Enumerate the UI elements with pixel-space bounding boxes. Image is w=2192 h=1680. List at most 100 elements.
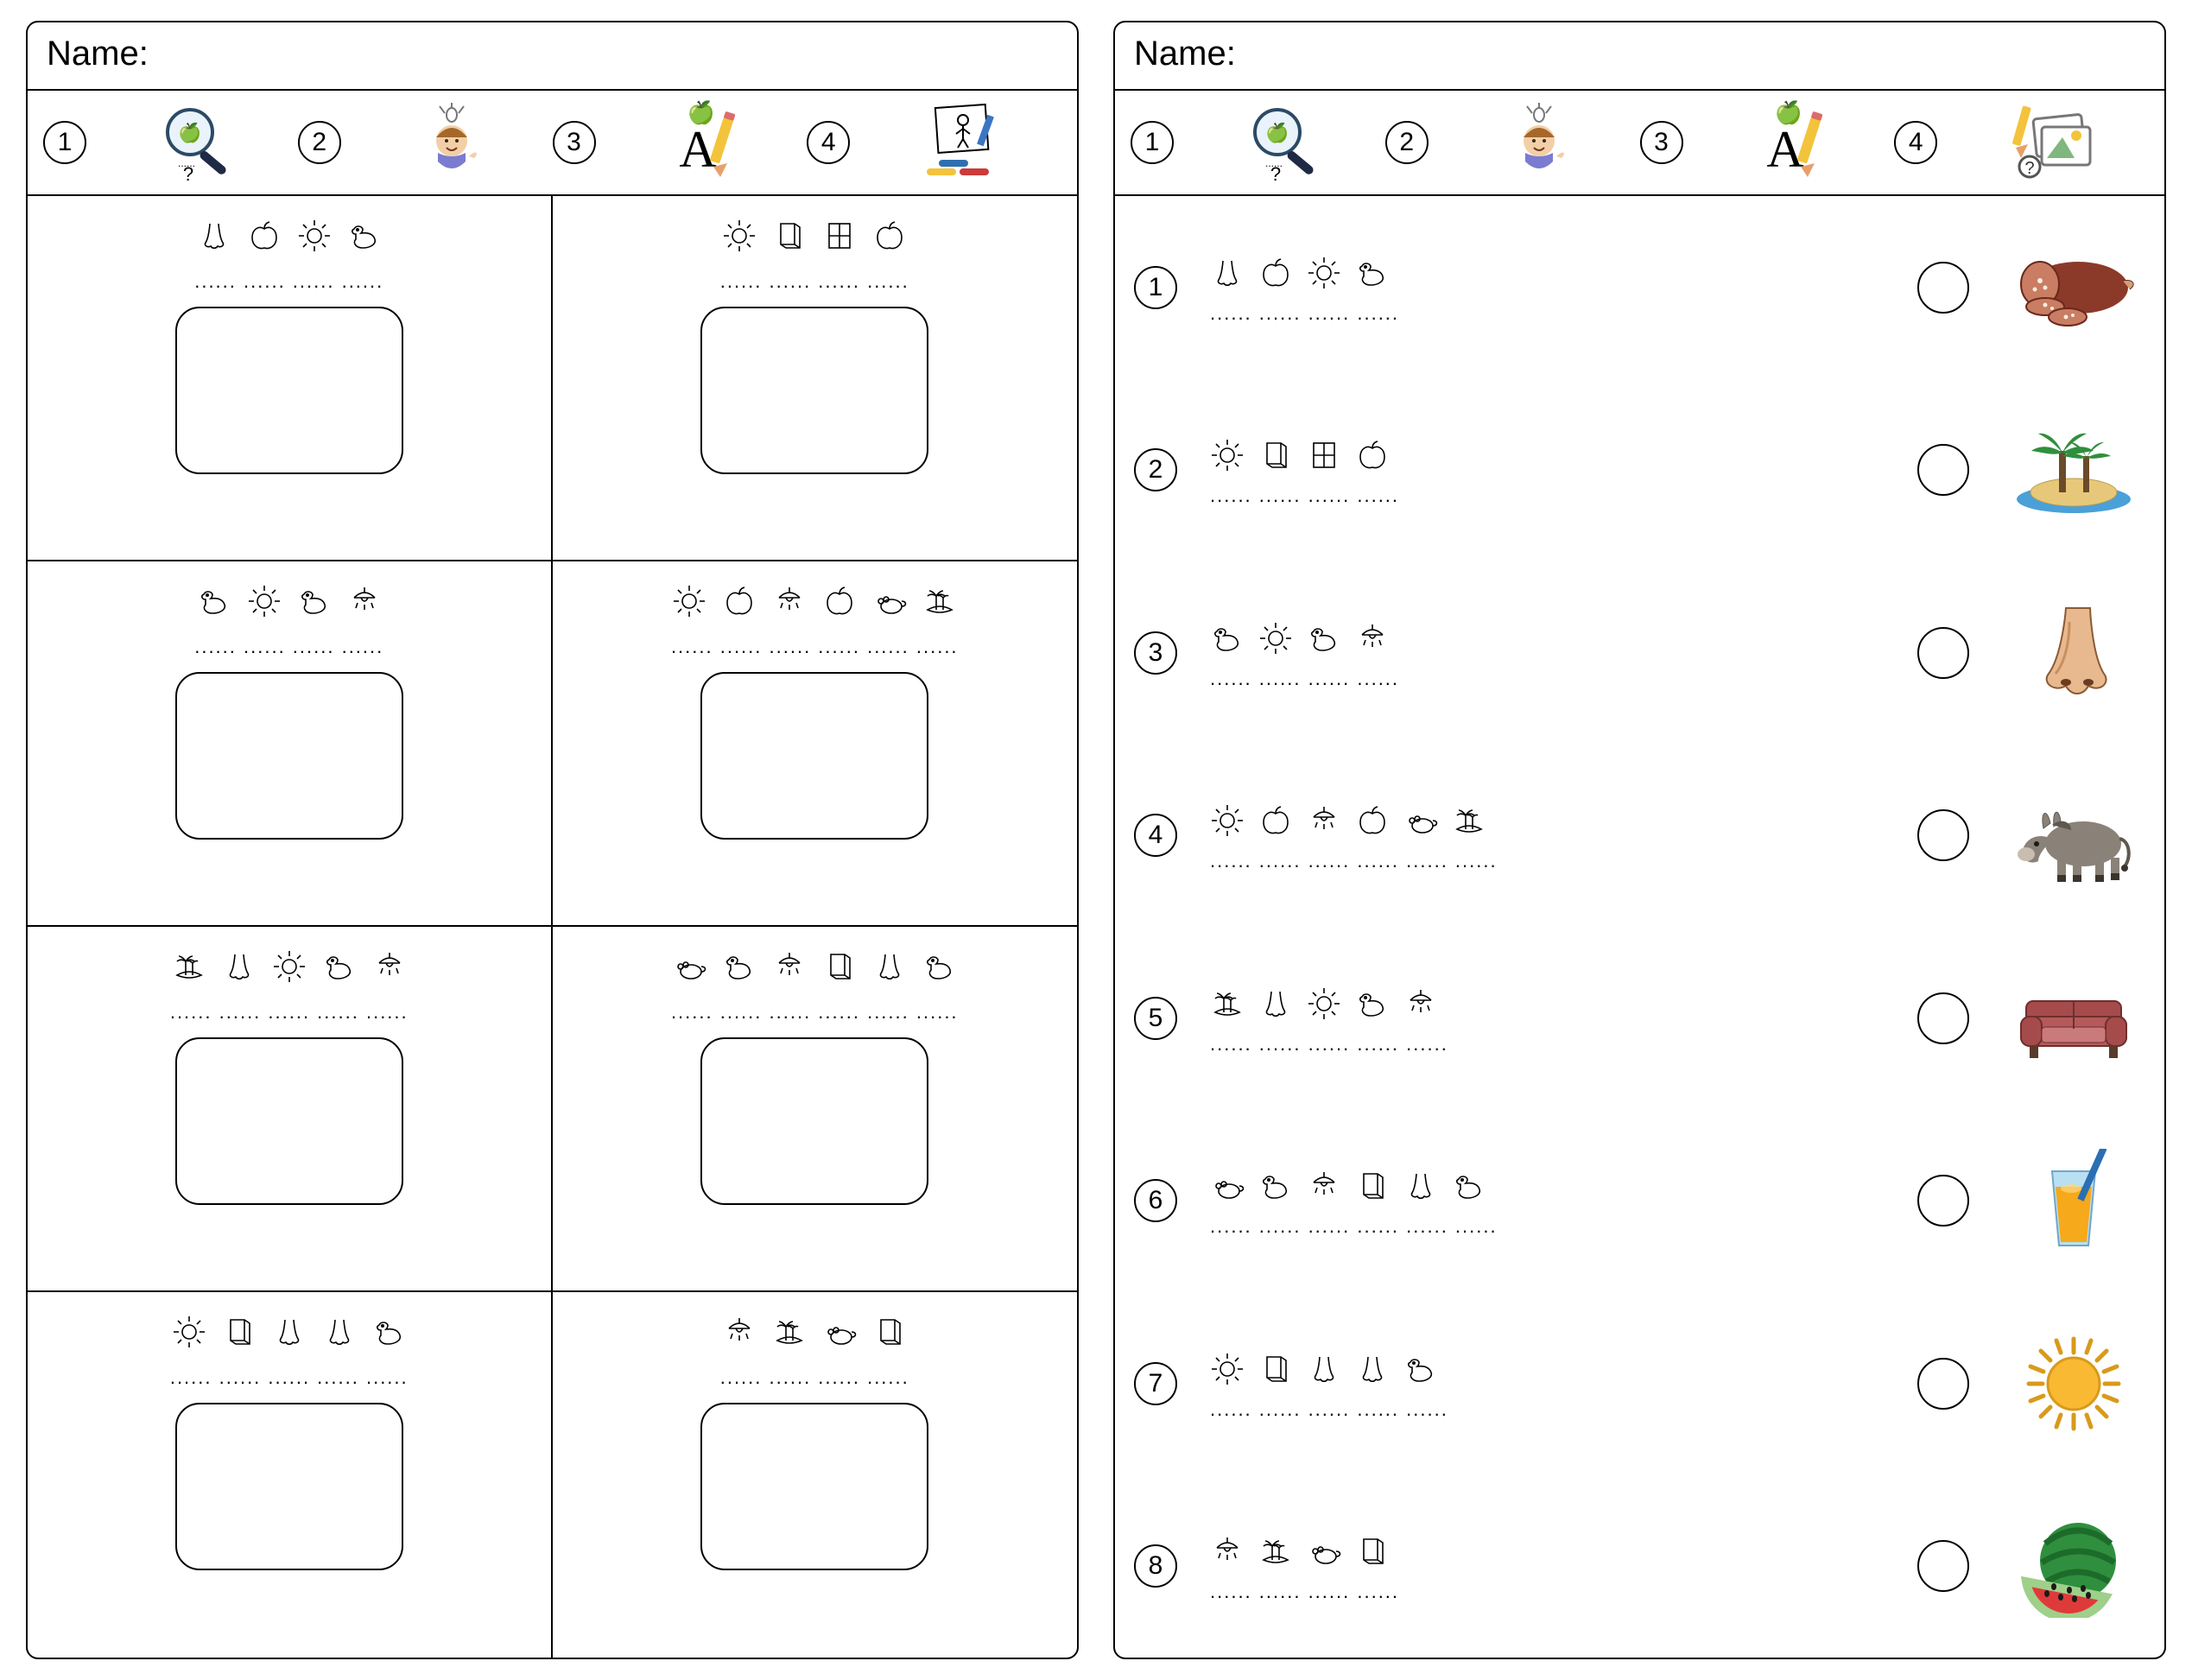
drawing-box[interactable] (700, 1403, 928, 1570)
drawing-box[interactable] (175, 1037, 403, 1205)
exercise-row: 3...... ...... ...... ...... (1115, 561, 2164, 745)
duck-icon (1355, 986, 1390, 1021)
step-4: 4 (807, 99, 1061, 186)
write-line[interactable]: ...... ...... ...... ...... (1210, 668, 1399, 690)
step-1: 1 (1131, 99, 1385, 186)
step-number: 2 (1385, 121, 1429, 164)
sun-icon (1210, 1352, 1245, 1386)
write-line[interactable]: ...... ...... ...... ...... ...... (1210, 1398, 1448, 1421)
step-1: 1 (43, 99, 298, 186)
drawing-box[interactable] (175, 672, 403, 840)
apple-icon (722, 584, 757, 618)
exercise-cell: ...... ...... ...... ...... ...... .....… (553, 561, 1078, 927)
apple-icon (872, 219, 907, 253)
drawing-box[interactable] (700, 1037, 928, 1205)
book-icon (822, 949, 857, 984)
step-number: 2 (298, 121, 341, 164)
step-number: 4 (1894, 121, 1937, 164)
name-label: Name: (1134, 35, 1236, 73)
steps-header-right: 1 2 3 4 (1115, 91, 2164, 196)
match-circle[interactable] (1917, 627, 1969, 679)
apple-icon (1355, 438, 1390, 472)
write-line[interactable]: ...... ...... ...... ...... ...... .....… (671, 636, 959, 658)
match-circle[interactable] (1917, 992, 1969, 1044)
steps-header-left: 1 2 3 4 (28, 91, 1077, 196)
step-number: 1 (1131, 121, 1174, 164)
draw-picture-icon (860, 99, 1061, 186)
duck-icon (1258, 1169, 1293, 1203)
sun-icon (1307, 986, 1341, 1021)
sun-icon (1210, 803, 1245, 838)
write-line[interactable]: ...... ...... ...... ...... (720, 1366, 909, 1389)
drawing-box[interactable] (700, 307, 928, 474)
apple-icon (822, 584, 857, 618)
write-line[interactable]: ...... ...... ...... ...... (1210, 485, 1399, 507)
drawing-box[interactable] (175, 1403, 403, 1570)
mouse-icon (872, 584, 907, 618)
row-number: 7 (1134, 1362, 1177, 1405)
exercise-row: 2...... ...... ...... ...... (1115, 379, 2164, 562)
write-line[interactable]: ...... ...... ...... ...... ...... .....… (1210, 850, 1498, 872)
duck-icon (372, 1315, 407, 1349)
lamp-icon (372, 949, 407, 984)
answer-juice-icon (2009, 1149, 2138, 1252)
write-line[interactable]: ...... ...... ...... ...... (1210, 1581, 1399, 1603)
mouse-icon (1210, 1169, 1245, 1203)
write-line[interactable]: ...... ...... ...... ...... ...... .....… (671, 1001, 959, 1024)
exercise-cell: ...... ...... ...... ...... (553, 196, 1078, 561)
book-icon (1258, 1352, 1293, 1386)
write-line[interactable]: ...... ...... ...... ...... (194, 636, 383, 658)
mouse-icon (672, 949, 706, 984)
duck-icon (347, 219, 382, 253)
lamp-icon (1210, 1534, 1245, 1569)
exercise-row: 5 ...... ...... ...... ...... ...... (1115, 927, 2164, 1110)
duck-icon (297, 584, 332, 618)
sun-icon (272, 949, 307, 984)
drawing-box[interactable] (700, 672, 928, 840)
write-line[interactable]: ...... ...... ...... ...... (194, 270, 383, 293)
exercise-grid: ...... ...... ...... ...... ...... ......… (28, 196, 1077, 1658)
write-line[interactable]: ...... ...... ...... ...... ...... (170, 1366, 409, 1389)
book-icon (772, 219, 807, 253)
magnifier-icon (1184, 99, 1385, 186)
duck-icon (922, 949, 957, 984)
name-label: Name: (47, 35, 149, 73)
nose-icon (1258, 986, 1293, 1021)
name-field-left[interactable]: Name: (28, 22, 1077, 91)
row-number: 4 (1134, 814, 1177, 857)
island-icon (772, 1315, 807, 1349)
mouse-icon (822, 1315, 857, 1349)
match-circle[interactable] (1917, 262, 1969, 314)
drawing-box[interactable] (175, 307, 403, 474)
duck-icon (1210, 621, 1245, 656)
sun-icon (672, 584, 706, 618)
mouse-icon (1403, 803, 1438, 838)
write-line[interactable]: ...... ...... ...... ...... ...... (170, 1001, 409, 1024)
match-circle[interactable] (1917, 809, 1969, 861)
island-icon (1452, 803, 1486, 838)
book-icon (1355, 1169, 1390, 1203)
window-icon (1307, 438, 1341, 472)
write-line[interactable]: ...... ...... ...... ...... (1210, 302, 1399, 325)
nose-icon (1355, 1352, 1390, 1386)
exercise-cell: ...... ...... ...... ...... ...... (28, 927, 553, 1292)
match-circle[interactable] (1917, 1175, 1969, 1227)
match-circle[interactable] (1917, 1540, 1969, 1592)
step-number: 3 (1640, 121, 1683, 164)
name-field-right[interactable]: Name: (1115, 22, 2164, 91)
exercise-cell: ...... ...... ...... ...... ...... .....… (553, 927, 1078, 1292)
island-icon (922, 584, 957, 618)
match-circle[interactable] (1917, 444, 1969, 496)
sun-icon (1210, 438, 1245, 472)
exercise-row: 1...... ...... ...... ...... (1115, 196, 2164, 379)
write-line[interactable]: ...... ...... ...... ...... (720, 270, 909, 293)
write-line[interactable]: ...... ...... ...... ...... ...... (1210, 1033, 1448, 1056)
write-letter-icon (1694, 99, 1895, 186)
exercise-row: 6...... ...... ...... ...... ...... ....… (1115, 1110, 2164, 1293)
write-line[interactable]: ...... ...... ...... ...... ...... .....… (1210, 1215, 1498, 1238)
lamp-icon (772, 584, 807, 618)
row-number: 5 (1134, 997, 1177, 1040)
match-circle[interactable] (1917, 1358, 1969, 1410)
island-icon (172, 949, 206, 984)
window-icon (822, 219, 857, 253)
